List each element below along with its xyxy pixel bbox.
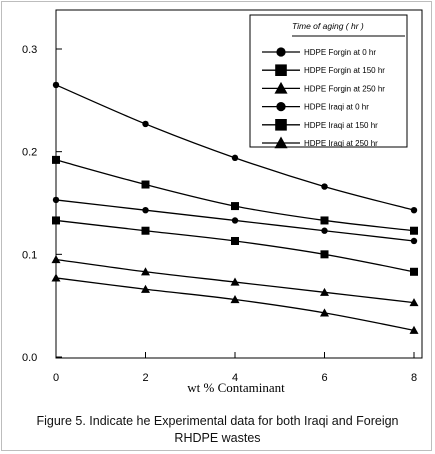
legend-title: Time of aging ( hr ) xyxy=(292,21,364,31)
x-tick-label: 0 xyxy=(53,372,59,384)
series-2 xyxy=(52,155,418,235)
y-tick-label: 0.3 xyxy=(22,44,37,56)
legend-entry-4: HDPE Iraqi at 0 hr xyxy=(262,101,369,112)
circle-marker xyxy=(410,237,418,245)
triangle-marker xyxy=(230,295,240,304)
square-marker xyxy=(320,250,329,259)
legend-label: HDPE Iraqi at 0 hr xyxy=(304,103,369,112)
plot-area xyxy=(55,9,423,359)
triangle-marker xyxy=(320,308,329,317)
square-marker xyxy=(320,216,329,225)
triangle-marker xyxy=(274,81,288,94)
legend-label: HDPE Forgin at 250 hr xyxy=(304,84,385,93)
circle-marker xyxy=(231,154,239,162)
circle-marker xyxy=(321,227,328,234)
square-marker xyxy=(275,64,287,76)
triangle-marker xyxy=(141,284,150,293)
square-marker xyxy=(52,155,60,164)
series-6 xyxy=(51,273,419,334)
legend-label: HDPE Forgin at 0 hr xyxy=(304,48,376,57)
series-line xyxy=(55,277,415,331)
x-tick-label: 2 xyxy=(142,372,148,384)
y-axis: 0.0 0.1 0.2 0.3 xyxy=(22,44,62,364)
line-chart: 0.0 0.1 0.2 0.3 0 2 4 6 8 wt % Contaminant Time… xyxy=(22,9,423,395)
circle-marker xyxy=(321,183,328,190)
caption-line-2: RHDPE wastes xyxy=(174,431,261,445)
square-marker xyxy=(231,202,239,211)
circle-marker xyxy=(276,101,286,112)
triangle-marker xyxy=(141,267,150,276)
triangle-marker xyxy=(320,287,329,296)
series-line xyxy=(55,219,415,273)
y-tick-label: 0.2 xyxy=(22,147,37,159)
circle-marker xyxy=(276,47,286,57)
legend-label: HDPE Forgin at 150 hr xyxy=(304,66,385,75)
figure-caption: Figure 5. Indicate he Experimental data … xyxy=(0,413,435,447)
legend-entry-6: HDPE Iraqi at 250 hr xyxy=(262,136,378,149)
legend-entry-1: HDPE Forgin at 0 hr xyxy=(262,47,376,57)
circle-marker xyxy=(410,206,418,214)
x-axis-label: wt % Contaminant xyxy=(187,380,285,395)
circle-marker xyxy=(142,120,149,128)
series-1 xyxy=(52,81,418,214)
triangle-marker xyxy=(409,298,419,307)
circle-marker xyxy=(52,196,60,204)
x-axis: 0 2 4 6 8 xyxy=(53,352,417,384)
series-5 xyxy=(52,216,418,276)
square-marker xyxy=(410,267,418,276)
x-tick-label: 8 xyxy=(411,372,417,384)
triangle-marker xyxy=(51,254,61,264)
triangle-marker xyxy=(409,325,419,334)
square-marker xyxy=(52,216,60,225)
legend-entry-2: HDPE Forgin at 150 hr xyxy=(262,64,385,76)
triangle-marker xyxy=(51,273,61,282)
triangle-marker xyxy=(230,277,240,286)
square-marker xyxy=(275,119,287,131)
y-tick-label: 0.0 xyxy=(22,352,37,364)
square-marker xyxy=(141,180,150,189)
square-marker xyxy=(141,226,150,235)
triangle-marker xyxy=(274,136,288,149)
square-marker xyxy=(231,236,239,245)
x-tick-label: 6 xyxy=(321,372,327,384)
legend-entry-3: HDPE Forgin at 250 hr xyxy=(262,81,385,94)
legend-label: HDPE Iraqi at 150 hr xyxy=(304,121,378,130)
y-tick-label: 0.1 xyxy=(22,249,37,261)
caption-line-1: Figure 5. Indicate he Experimental data … xyxy=(36,414,399,428)
circle-marker xyxy=(52,81,60,89)
legend-label: HDPE Iraqi at 250 hr xyxy=(304,139,378,148)
circle-marker xyxy=(231,217,239,224)
square-marker xyxy=(410,226,418,235)
series-4 xyxy=(52,196,418,245)
legend: Time of aging ( hr ) HDPE Forgin at 0 hr… xyxy=(249,14,408,149)
series-3 xyxy=(51,254,419,307)
series-layer xyxy=(51,81,419,334)
legend-entry-5: HDPE Iraqi at 150 hr xyxy=(262,119,378,131)
circle-marker xyxy=(142,206,149,214)
x-tick-label: 4 xyxy=(232,372,238,384)
